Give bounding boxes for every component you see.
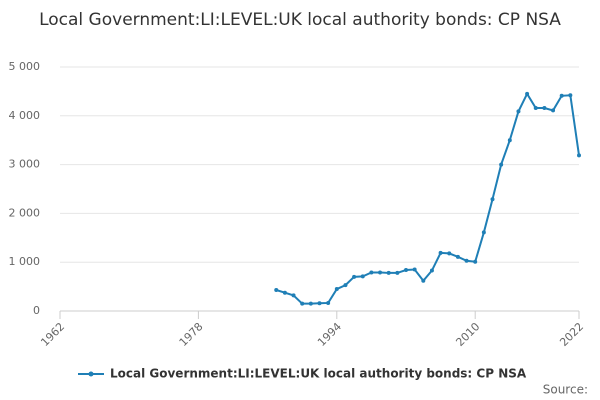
y-tick-label: 3 000 [9, 158, 41, 171]
point [473, 259, 478, 264]
point [395, 270, 400, 275]
point [455, 254, 460, 259]
x-tick-label: 1994 [315, 320, 344, 349]
point [499, 162, 504, 167]
point [369, 270, 374, 275]
point [334, 287, 339, 292]
point [291, 293, 296, 298]
y-tick-label: 1 000 [9, 255, 41, 268]
line [275, 91, 580, 305]
point [525, 91, 530, 96]
chart-title: Local Government:LI:LEVEL:UK local autho… [39, 10, 561, 30]
legend-marker [88, 371, 94, 377]
point [464, 258, 469, 263]
point [317, 301, 322, 306]
point [559, 93, 564, 98]
point [308, 301, 313, 306]
point [274, 288, 279, 293]
point [326, 300, 331, 305]
y-tick-label: 4 000 [9, 109, 41, 122]
point [300, 301, 305, 306]
point [438, 250, 443, 255]
point [481, 230, 486, 235]
x-tick-label: 1978 [177, 320, 206, 349]
point [421, 278, 426, 283]
point [507, 138, 512, 143]
x-tick-label: 1962 [38, 320, 67, 349]
point [516, 109, 521, 114]
y-tick-label: 5 000 [9, 60, 41, 73]
x-tick-label: 2010 [453, 320, 482, 349]
point [360, 274, 365, 279]
point [429, 268, 434, 273]
point [352, 274, 357, 279]
point [577, 153, 581, 158]
legend-label: Local Government:LI:LEVEL:UK local autho… [110, 367, 527, 381]
point [447, 251, 452, 256]
point [542, 105, 547, 110]
y-tick-label: 0 [33, 304, 40, 317]
point [551, 108, 556, 113]
point [343, 283, 348, 288]
y-tick-label: 2 000 [9, 206, 41, 219]
point [404, 268, 408, 273]
point [282, 290, 287, 295]
point [568, 93, 573, 98]
point [378, 270, 383, 275]
point [386, 270, 391, 275]
source: Source: [543, 383, 588, 397]
point [412, 267, 417, 272]
point [533, 105, 538, 110]
point [490, 197, 495, 202]
x-tick-label: 2022 [557, 320, 586, 349]
